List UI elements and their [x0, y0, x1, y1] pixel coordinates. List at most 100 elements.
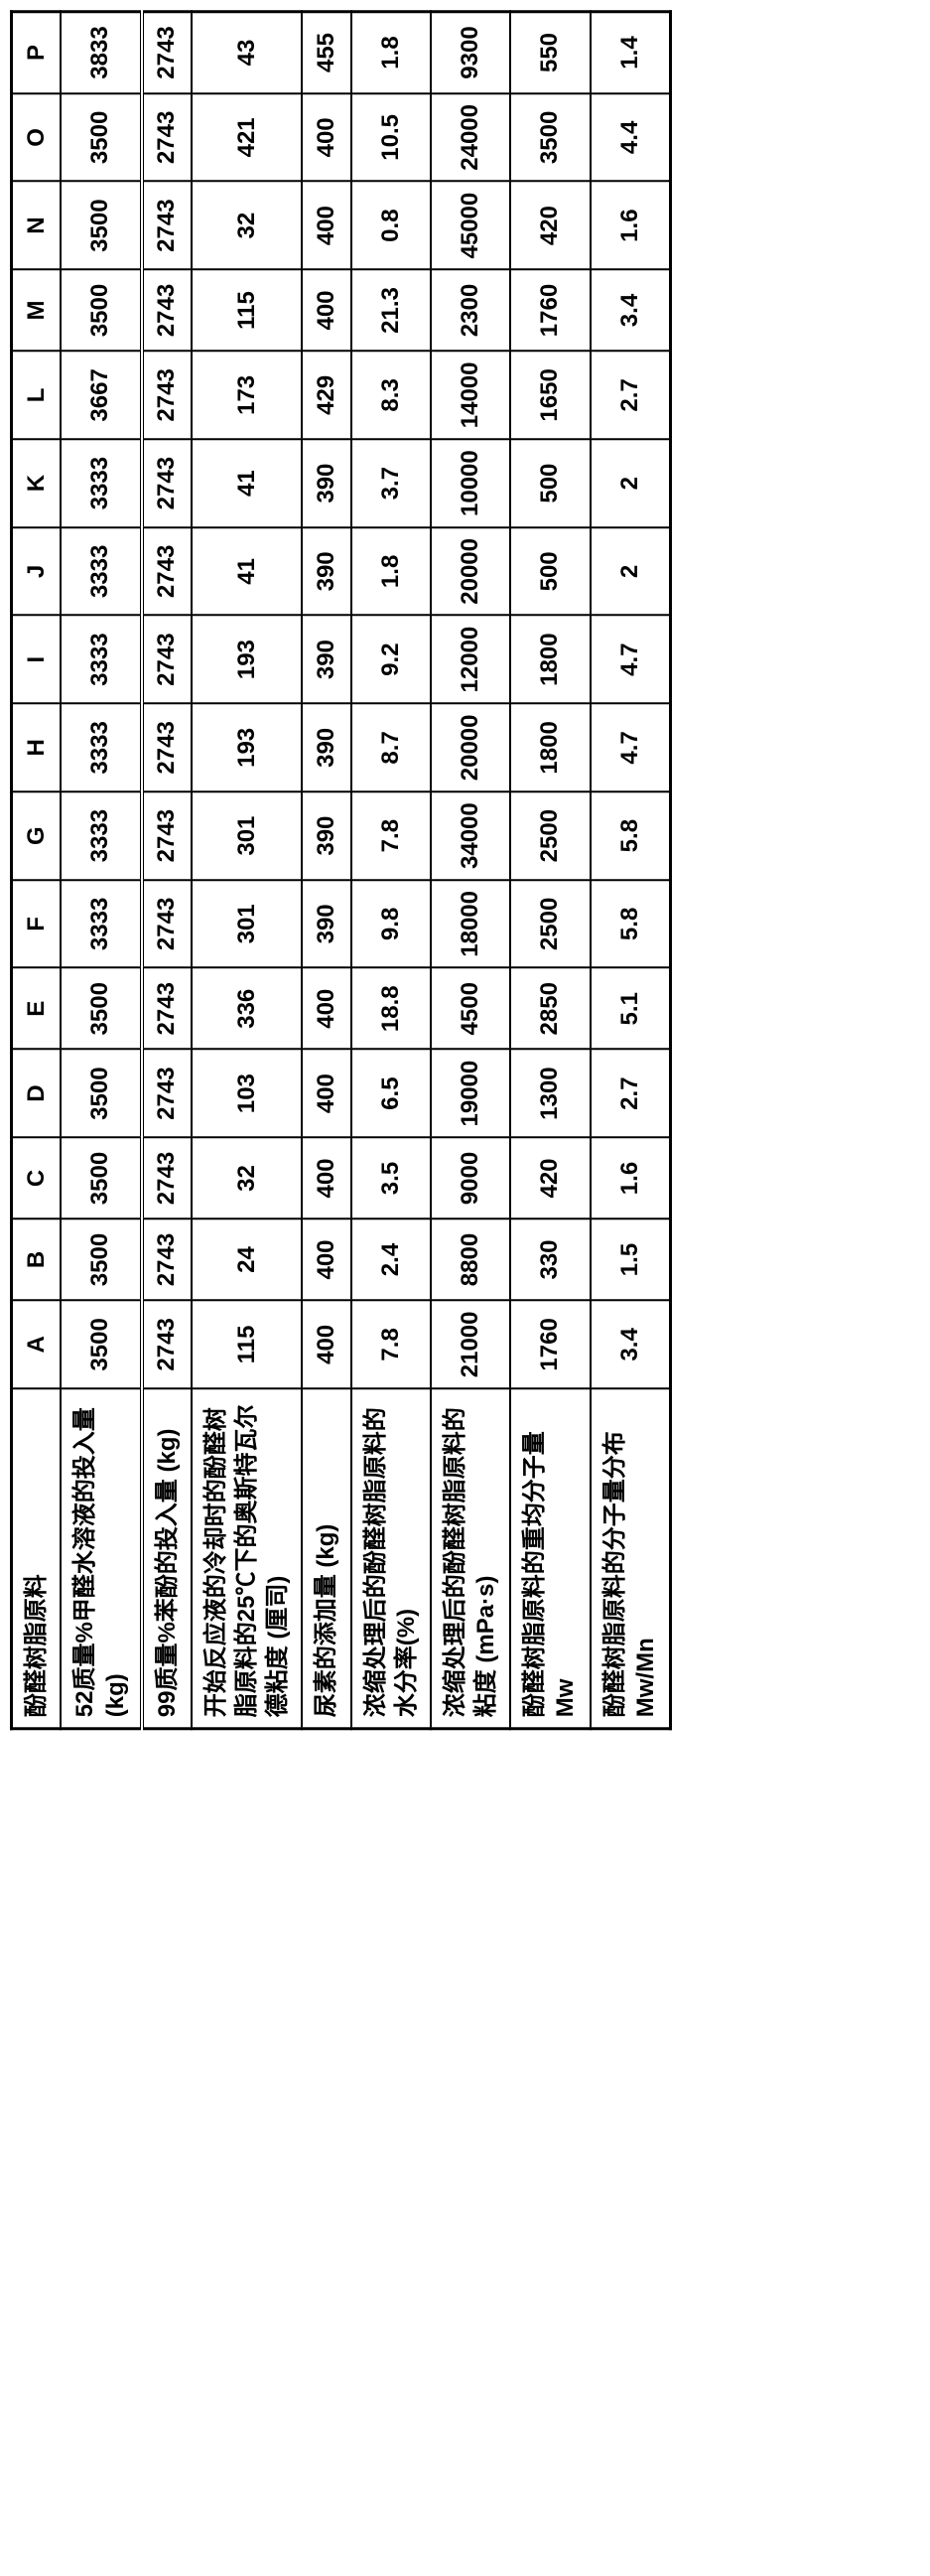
data-cell: 2500	[510, 791, 590, 880]
data-cell: 400	[302, 182, 350, 270]
header-row: 酚醛树脂原料 A B C D E F G H I J K L M N O P	[12, 12, 62, 1729]
table-row: 浓缩处理后的酚醛树脂原料的水分率(%)7.82.43.56.518.89.87.…	[351, 12, 431, 1729]
data-cell: 1300	[510, 1050, 590, 1138]
data-cell: 3500	[61, 93, 141, 182]
data-cell: 12000	[431, 616, 510, 704]
data-cell: 3833	[61, 12, 141, 94]
data-cell: 3.4	[591, 270, 671, 352]
data-cell: 420	[510, 182, 590, 270]
table-row: 酚醛树脂原料的重均分子量Mw17603304201300285025002500…	[510, 12, 590, 1729]
table-row: 尿素的添加量 (kg)40040040040040039039039039039…	[302, 12, 350, 1729]
row-label: 开始反应液的冷却时的酚醛树脂原料的25℃下的奥斯特瓦尔德粘度 (厘司)	[192, 1388, 303, 1729]
data-cell: 10000	[431, 439, 510, 527]
data-cell: 2500	[510, 880, 590, 968]
col-J: J	[12, 527, 62, 616]
data-cell: 500	[510, 527, 590, 616]
data-cell: 34000	[431, 791, 510, 880]
data-cell: 2743	[142, 93, 192, 182]
data-cell: 4.7	[591, 704, 671, 792]
data-cell: 5.8	[591, 880, 671, 968]
data-cell: 45000	[431, 182, 510, 270]
data-cell: 41	[192, 439, 303, 527]
col-C: C	[12, 1138, 62, 1219]
data-cell: 2743	[142, 616, 192, 704]
data-cell: 1.6	[591, 182, 671, 270]
data-cell: 3333	[61, 439, 141, 527]
col-P: P	[12, 12, 62, 94]
data-cell: 3500	[61, 1301, 141, 1389]
data-cell: 2743	[142, 182, 192, 270]
data-cell: 390	[302, 439, 350, 527]
data-cell: 7.8	[351, 1301, 431, 1389]
data-cell: 1.5	[591, 1219, 671, 1301]
data-cell: 2743	[142, 439, 192, 527]
data-cell: 3333	[61, 616, 141, 704]
data-cell: 390	[302, 616, 350, 704]
data-cell: 21.3	[351, 270, 431, 352]
data-cell: 421	[192, 93, 303, 182]
data-cell: 3333	[61, 527, 141, 616]
data-cell: 8.3	[351, 352, 431, 440]
col-G: G	[12, 791, 62, 880]
data-cell: 115	[192, 270, 303, 352]
data-cell: 400	[302, 1050, 350, 1138]
data-cell: 3.5	[351, 1138, 431, 1219]
data-cell: 9.2	[351, 616, 431, 704]
data-cell: 9300	[431, 12, 510, 94]
data-cell: 390	[302, 791, 350, 880]
data-cell: 4.7	[591, 616, 671, 704]
data-cell: 3333	[61, 791, 141, 880]
row-label: 52质量%甲醛水溶液的投入量 (kg)	[61, 1388, 141, 1729]
table-row: 浓缩处理后的酚醛树脂原料的粘度 (mPa·s)21000880090001900…	[431, 12, 510, 1729]
data-cell: 2743	[142, 880, 192, 968]
data-cell: 14000	[431, 352, 510, 440]
data-cell: 2743	[142, 270, 192, 352]
col-N: N	[12, 182, 62, 270]
data-cell: 1800	[510, 704, 590, 792]
data-cell: 1650	[510, 352, 590, 440]
table-row: 52质量%甲醛水溶液的投入量 (kg)350035003500350035003…	[61, 12, 141, 1729]
col-A: A	[12, 1301, 62, 1389]
col-O: O	[12, 93, 62, 182]
data-cell: 193	[192, 704, 303, 792]
data-cell: 2743	[142, 352, 192, 440]
data-cell: 24000	[431, 93, 510, 182]
data-cell: 2743	[142, 704, 192, 792]
data-cell: 390	[302, 527, 350, 616]
data-cell: 3.7	[351, 439, 431, 527]
data-cell: 2850	[510, 968, 590, 1050]
data-cell: 301	[192, 880, 303, 968]
data-cell: 1760	[510, 270, 590, 352]
data-cell: 2743	[142, 12, 192, 94]
data-cell: 3333	[61, 704, 141, 792]
row-label: 99质量%苯酚的投入量 (kg)	[142, 1388, 192, 1729]
data-cell: 20000	[431, 704, 510, 792]
data-cell: 3333	[61, 880, 141, 968]
data-cell: 301	[192, 791, 303, 880]
data-cell: 20000	[431, 527, 510, 616]
data-cell: 43	[192, 12, 303, 94]
data-cell: 9.8	[351, 880, 431, 968]
data-cell: 5.8	[591, 791, 671, 880]
data-cell: 1800	[510, 616, 590, 704]
row-label: 浓缩处理后的酚醛树脂原料的水分率(%)	[351, 1388, 431, 1729]
data-cell: 8800	[431, 1219, 510, 1301]
data-cell: 2300	[431, 270, 510, 352]
table-row: 开始反应液的冷却时的酚醛树脂原料的25℃下的奥斯特瓦尔德粘度 (厘司)11524…	[192, 12, 303, 1729]
data-cell: 18000	[431, 880, 510, 968]
data-cell: 390	[302, 704, 350, 792]
data-cell: 4.4	[591, 93, 671, 182]
data-cell: 390	[302, 880, 350, 968]
data-cell: 3500	[510, 93, 590, 182]
data-cell: 32	[192, 1138, 303, 1219]
col-B: B	[12, 1219, 62, 1301]
data-cell: 3500	[61, 1050, 141, 1138]
data-cell: 21000	[431, 1301, 510, 1389]
data-cell: 2.4	[351, 1219, 431, 1301]
data-cell: 2	[591, 439, 671, 527]
row-label: 尿素的添加量 (kg)	[302, 1388, 350, 1729]
col-K: K	[12, 439, 62, 527]
row-label: 浓缩处理后的酚醛树脂原料的粘度 (mPa·s)	[431, 1388, 510, 1729]
data-cell: 400	[302, 1138, 350, 1219]
data-cell: 336	[192, 968, 303, 1050]
